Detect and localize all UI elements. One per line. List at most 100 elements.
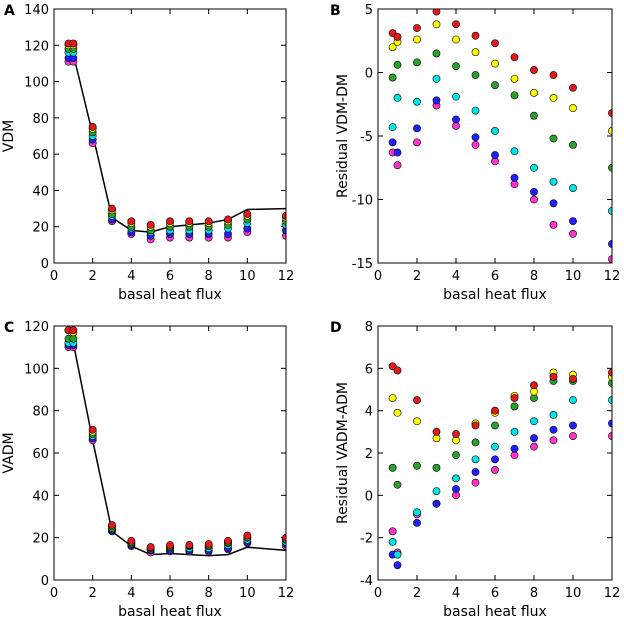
x-tick-label: 4	[452, 269, 460, 284]
point-green	[388, 463, 397, 472]
series-magenta	[64, 57, 286, 244]
point-cyan	[471, 106, 480, 115]
y-tick-label: -2	[360, 532, 373, 547]
point-cyan	[549, 410, 558, 419]
point-red	[88, 123, 97, 131]
point-red	[185, 217, 194, 226]
point-yellow	[393, 408, 402, 417]
x-tick-label: 2	[413, 586, 421, 601]
y-tick-label: 60	[32, 148, 49, 163]
x-tick-label: 10	[565, 269, 582, 284]
point-blue	[549, 199, 558, 208]
point-green	[510, 91, 519, 100]
point-blue	[432, 499, 441, 508]
x-tick-label: 12	[278, 269, 295, 284]
point-red	[510, 394, 519, 402]
point-blue	[530, 434, 538, 443]
y-tick-label: 100	[24, 362, 49, 377]
point-yellow	[413, 417, 421, 426]
point-yellow	[452, 35, 460, 44]
point-blue	[491, 151, 499, 159]
point-yellow	[388, 43, 397, 51]
point-red	[224, 215, 232, 224]
y-tick-label: 6	[365, 362, 373, 377]
y-tick-label: 0	[41, 574, 49, 589]
point-blue	[530, 187, 538, 196]
point-blue	[510, 444, 519, 453]
y-axis-label: Residual VADM-ADM	[335, 382, 351, 524]
point-red	[185, 541, 194, 549]
plot-area	[388, 362, 612, 570]
y-tick-label: 80	[32, 405, 49, 420]
y-tick-label: 8	[365, 320, 373, 335]
point-green	[413, 461, 421, 470]
series-yellow	[64, 41, 286, 231]
x-tick-label: 4	[452, 586, 460, 601]
point-magenta	[608, 255, 612, 263]
point-yellow	[608, 127, 612, 135]
axes-frame	[53, 8, 287, 264]
point-red	[452, 20, 460, 29]
point-blue	[569, 421, 577, 430]
point-cyan	[530, 163, 538, 172]
point-blue	[432, 96, 441, 105]
point-red	[204, 217, 213, 226]
point-cyan	[432, 487, 441, 495]
series-red	[388, 362, 612, 438]
y-tick-label: 4	[365, 405, 373, 420]
point-cyan	[549, 177, 558, 186]
point-green	[608, 163, 612, 172]
y-tick-label: 2	[365, 447, 373, 462]
point-magenta	[388, 527, 397, 536]
point-red	[510, 53, 519, 62]
plot-area	[64, 39, 286, 244]
series-magenta	[64, 343, 286, 557]
point-red	[393, 366, 402, 375]
point-red	[127, 536, 136, 545]
point-magenta	[549, 436, 558, 445]
point-green	[510, 402, 519, 411]
point-blue	[452, 115, 460, 124]
x-tick-label: 8	[530, 269, 538, 284]
point-blue	[393, 561, 402, 570]
point-blue	[608, 240, 612, 248]
x-tick-label: 6	[491, 269, 499, 284]
point-green	[413, 58, 421, 67]
point-yellow	[432, 20, 441, 29]
point-yellow	[491, 59, 499, 68]
point-green	[452, 451, 460, 460]
point-red	[243, 531, 252, 540]
point-cyan	[569, 184, 577, 192]
x-tick-label: 6	[166, 269, 174, 284]
x-tick-label: 10	[565, 586, 582, 601]
y-tick-label: 0	[365, 67, 373, 82]
point-magenta	[413, 138, 421, 147]
y-tick-label: 120	[24, 320, 49, 335]
point-red	[69, 326, 78, 335]
point-red	[432, 9, 441, 16]
point-red	[388, 362, 397, 371]
point-cyan	[452, 92, 460, 101]
point-red	[530, 66, 538, 74]
point-cyan	[608, 207, 612, 215]
x-tick-label: 6	[491, 586, 499, 601]
point-cyan	[452, 474, 460, 483]
point-green	[393, 480, 402, 489]
point-blue	[569, 217, 577, 225]
x-tick-label: 6	[166, 586, 174, 601]
axes-frame	[377, 8, 613, 264]
point-magenta	[471, 478, 480, 487]
point-green	[388, 73, 397, 82]
point-green	[432, 49, 441, 58]
point-blue	[608, 419, 612, 428]
point-red	[166, 541, 174, 549]
point-red	[88, 425, 97, 434]
y-tick-label: 20	[32, 532, 49, 547]
point-red	[166, 217, 174, 226]
point-magenta	[569, 432, 577, 440]
x-axis-label: basal heat flux	[118, 287, 222, 303]
point-red	[432, 427, 441, 436]
point-red	[471, 31, 480, 40]
point-green	[569, 140, 577, 149]
panel-letter: C	[4, 320, 14, 336]
